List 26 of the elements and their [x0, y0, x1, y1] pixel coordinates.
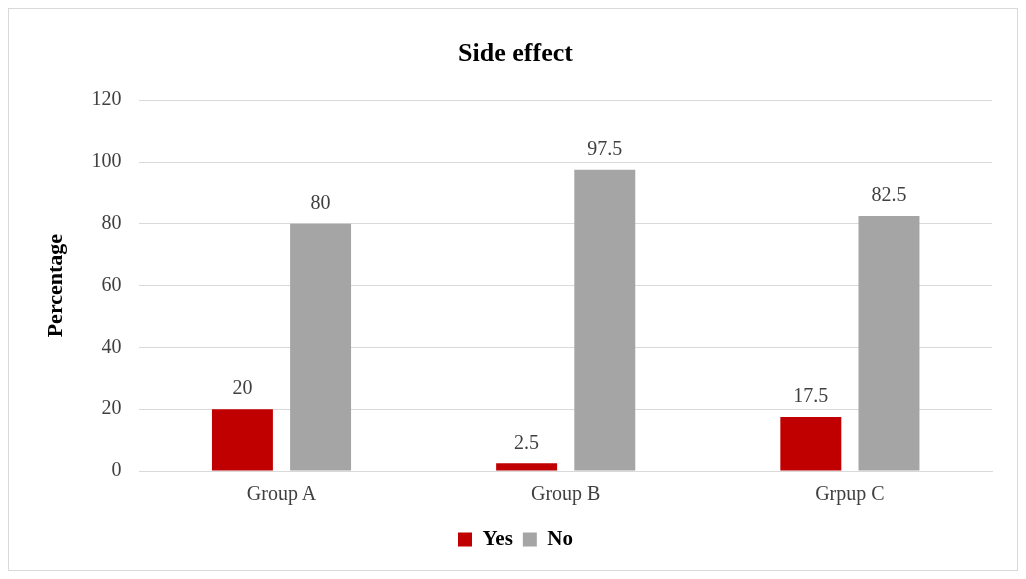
- chart-title: Side effect: [458, 38, 574, 68]
- y-tick-label: 40: [101, 334, 122, 357]
- data-label: 82.5: [871, 183, 907, 206]
- legend-label: No: [547, 525, 573, 550]
- data-label: 2.5: [514, 430, 540, 453]
- y-tick-label: 0: [111, 458, 122, 481]
- y-tick-label: 60: [101, 272, 122, 295]
- y-tick-label: 100: [91, 149, 122, 172]
- bar: [290, 223, 352, 471]
- bar: [574, 169, 636, 471]
- y-tick-label: 20: [101, 396, 122, 419]
- legend-label: Yes: [482, 525, 513, 550]
- bar: [858, 216, 920, 471]
- y-tick-label: 120: [91, 87, 122, 110]
- data-label: 80: [310, 191, 331, 214]
- data-label: 97.5: [587, 136, 623, 159]
- x-tick-label: Group A: [246, 482, 317, 506]
- x-tick-label: Group B: [530, 482, 601, 506]
- y-axis-title: Percentage: [41, 233, 67, 338]
- bar: [211, 409, 273, 471]
- x-tick-label: Grpup C: [815, 482, 885, 506]
- bar: [780, 416, 842, 471]
- data-label: 17.5: [793, 384, 829, 407]
- y-tick-label: 80: [101, 211, 122, 234]
- bar: [496, 463, 558, 471]
- data-label: 20: [232, 376, 253, 399]
